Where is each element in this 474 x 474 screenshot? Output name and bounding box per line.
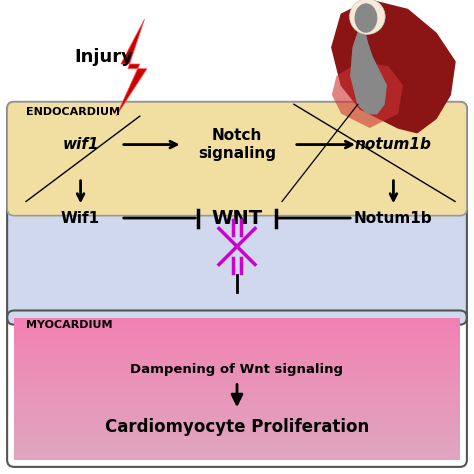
Text: Dampening of Wnt signaling: Dampening of Wnt signaling: [130, 363, 344, 376]
Bar: [14, 403, 460, 410]
Bar: [14, 453, 460, 460]
Bar: [14, 325, 460, 332]
Text: Cardiomyocyte Proliferation: Cardiomyocyte Proliferation: [105, 418, 369, 436]
Text: wif1: wif1: [62, 137, 99, 152]
Polygon shape: [332, 0, 455, 133]
Bar: [14, 374, 460, 382]
Bar: [14, 360, 460, 367]
Ellipse shape: [350, 0, 385, 35]
FancyBboxPatch shape: [7, 102, 467, 216]
Polygon shape: [332, 62, 403, 128]
Bar: [14, 446, 460, 453]
Text: Injury: Injury: [75, 48, 134, 66]
Ellipse shape: [355, 3, 377, 33]
Text: notum1b: notum1b: [355, 137, 432, 152]
Text: WNT: WNT: [211, 209, 263, 228]
Bar: [14, 438, 460, 446]
Bar: [14, 318, 460, 325]
Bar: [14, 410, 460, 417]
Polygon shape: [116, 19, 147, 116]
Bar: [14, 332, 460, 339]
Bar: [14, 367, 460, 374]
Bar: [14, 431, 460, 438]
Bar: [14, 424, 460, 431]
Bar: [14, 339, 460, 346]
FancyBboxPatch shape: [7, 102, 467, 325]
Bar: [14, 346, 460, 353]
Text: ENDOCARDIUM: ENDOCARDIUM: [26, 107, 120, 117]
Bar: [14, 382, 460, 389]
Bar: [14, 417, 460, 424]
Text: Wif1: Wif1: [61, 210, 100, 226]
Polygon shape: [351, 28, 386, 114]
Text: Notum1b: Notum1b: [354, 210, 433, 226]
Bar: [14, 389, 460, 396]
Bar: [14, 396, 460, 403]
Bar: [14, 353, 460, 360]
Text: MYOCARDIUM: MYOCARDIUM: [26, 320, 112, 330]
Text: Notch
signaling: Notch signaling: [198, 128, 276, 161]
